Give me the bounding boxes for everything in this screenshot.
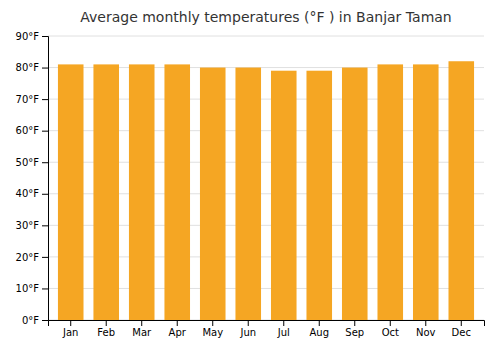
x-tick-mark bbox=[212, 320, 213, 326]
x-tick-label: Nov bbox=[416, 327, 436, 338]
y-tick-label: 50°F bbox=[16, 157, 40, 168]
bar bbox=[235, 68, 261, 320]
x-tick: Mar bbox=[132, 320, 152, 338]
y-axis-line bbox=[42, 37, 49, 321]
bar bbox=[129, 64, 155, 320]
x-tick-mark bbox=[141, 320, 142, 326]
x-tick: Sep bbox=[345, 320, 364, 338]
y-tick-label: 40°F bbox=[16, 188, 40, 199]
y-axis: 0°F 10°F 20°F 30°F 40°F 50°F 60°F 70°F 80°F 90°F bbox=[16, 31, 49, 326]
x-tick-mark bbox=[390, 320, 391, 326]
bar bbox=[413, 64, 439, 320]
y-tick: 10°F bbox=[16, 283, 48, 294]
x-tick: Dec bbox=[452, 320, 471, 338]
x-tick-mark bbox=[106, 320, 107, 326]
bar bbox=[200, 68, 226, 320]
x-tick-label: May bbox=[202, 327, 223, 338]
bar bbox=[448, 61, 474, 320]
y-tick-mark bbox=[42, 99, 48, 100]
bar bbox=[164, 64, 190, 320]
x-tick: Jul bbox=[277, 320, 290, 338]
y-tick-label: 90°F bbox=[16, 31, 40, 42]
x-tick-label: Mar bbox=[132, 327, 152, 338]
bars bbox=[58, 61, 474, 320]
x-tick: Oct bbox=[382, 320, 399, 338]
y-tick: 60°F bbox=[16, 125, 48, 136]
grid bbox=[48, 36, 484, 320]
y-tick-mark bbox=[42, 162, 48, 163]
chart: 0°F 10°F 20°F 30°F 40°F 50°F 60°F 70°F 80°F 90°F J… bbox=[0, 0, 500, 350]
x-tick-label: Feb bbox=[97, 327, 115, 338]
y-tick: 50°F bbox=[16, 157, 48, 168]
x-tick-label: Apr bbox=[169, 327, 187, 338]
plot: 0°F 10°F 20°F 30°F 40°F 50°F 60°F 70°F 80°F 90°F J… bbox=[16, 31, 485, 338]
x-tick-label: Sep bbox=[345, 327, 364, 338]
y-tick-label: 0°F bbox=[22, 315, 39, 326]
x-tick-label: Jul bbox=[277, 327, 290, 338]
y-tick-mark bbox=[42, 320, 48, 321]
x-tick: Jan bbox=[62, 320, 78, 338]
x-axis: Jan Feb Mar Apr May Jun Jul Aug Sep Oct Nov Dec bbox=[49, 320, 485, 338]
y-tick-label: 30°F bbox=[16, 220, 40, 231]
x-tick-mark bbox=[354, 320, 355, 326]
x-tick: Nov bbox=[416, 320, 436, 338]
bar bbox=[377, 64, 403, 320]
x-tick: Apr bbox=[169, 320, 187, 338]
y-tick: 30°F bbox=[16, 220, 48, 231]
y-tick: 40°F bbox=[16, 188, 48, 199]
y-tick-mark bbox=[42, 36, 48, 37]
bar bbox=[93, 64, 119, 320]
y-tick-label: 70°F bbox=[16, 94, 40, 105]
x-tick-label: Aug bbox=[309, 327, 329, 338]
title: Average monthly temperatures (°F ) in Ba… bbox=[80, 9, 451, 25]
x-tick-label: Jun bbox=[239, 327, 256, 338]
x-tick: May bbox=[202, 320, 223, 338]
x-tick-mark bbox=[248, 320, 249, 326]
x-tick-mark bbox=[177, 320, 178, 326]
y-tick-mark bbox=[42, 225, 48, 226]
y-tick-label: 20°F bbox=[16, 252, 40, 263]
y-tick-mark bbox=[42, 131, 48, 132]
y-tick: 70°F bbox=[16, 94, 48, 105]
bar bbox=[58, 64, 84, 320]
bar bbox=[342, 68, 368, 320]
y-tick-label: 60°F bbox=[16, 125, 40, 136]
x-axis-line bbox=[49, 321, 485, 327]
x-tick: Aug bbox=[309, 320, 329, 338]
y-tick: 80°F bbox=[16, 62, 48, 73]
x-tick: Feb bbox=[97, 320, 115, 338]
bar bbox=[306, 71, 332, 320]
y-tick-mark bbox=[42, 194, 48, 195]
y-tick-label: 10°F bbox=[16, 283, 40, 294]
y-tick-mark bbox=[42, 68, 48, 69]
y-tick-mark bbox=[42, 288, 48, 289]
x-tick-label: Dec bbox=[452, 327, 471, 338]
x-tick-mark bbox=[319, 320, 320, 326]
y-tick-mark bbox=[42, 257, 48, 258]
y-tick: 20°F bbox=[16, 252, 48, 263]
bar bbox=[271, 71, 297, 320]
x-tick-label: Oct bbox=[382, 327, 399, 338]
x-tick-label: Jan bbox=[62, 327, 78, 338]
y-tick: 0°F bbox=[22, 315, 48, 326]
x-tick-mark bbox=[283, 320, 284, 326]
x-tick-mark bbox=[425, 320, 426, 326]
x-tick-mark bbox=[70, 320, 71, 326]
x-tick-mark bbox=[461, 320, 462, 326]
y-tick-label: 80°F bbox=[16, 62, 40, 73]
x-tick: Jun bbox=[239, 320, 256, 338]
y-tick: 90°F bbox=[16, 31, 48, 42]
grid-line bbox=[48, 36, 484, 37]
